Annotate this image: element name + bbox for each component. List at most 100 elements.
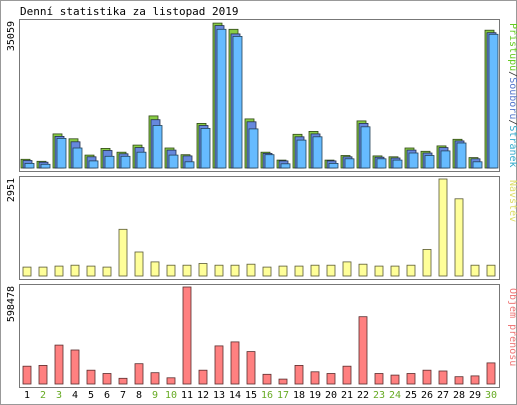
bar-3-objem-přenosu-day-25 — [406, 373, 416, 385]
day-label-4: 4 — [72, 390, 78, 401]
bar-2-návštěv-day-10 — [166, 264, 176, 277]
bar-2-návštěv-day-18 — [294, 265, 304, 277]
bar-1-stránek-day-22 — [360, 126, 371, 169]
bar-3-objem-přenosu-day-5 — [86, 369, 96, 385]
day-label-28: 28 — [453, 390, 465, 401]
bar-2-návštěv-day-26 — [422, 248, 432, 277]
day-label-30: 30 — [485, 390, 497, 401]
day-label-23: 23 — [373, 390, 385, 401]
bar-1-stránek-day-23 — [376, 158, 387, 169]
y-max-label-2: 2951 — [6, 178, 17, 202]
bar-1-stránek-day-29 — [472, 161, 483, 169]
day-label-2: 2 — [40, 390, 46, 401]
bar-2-návštěv-day-15 — [246, 263, 256, 277]
day-label-20: 20 — [325, 390, 337, 401]
bar-3-objem-přenosu-day-14 — [230, 341, 240, 385]
bar-2-návštěv-day-29 — [470, 264, 480, 277]
bar-2-návštěv-day-22 — [358, 263, 368, 277]
day-label-6: 6 — [104, 390, 110, 401]
bar-1-stránek-day-27 — [440, 150, 451, 169]
day-label-18: 18 — [293, 390, 305, 401]
day-label-16: 16 — [261, 390, 273, 401]
bar-1-stránek-day-11 — [184, 161, 195, 169]
bar-1-stránek-day-15 — [248, 128, 259, 169]
day-label-29: 29 — [469, 390, 481, 401]
bar-3-objem-přenosu-day-21 — [342, 365, 352, 385]
bar-2-návštěv-day-30 — [486, 264, 496, 277]
bar-3-objem-přenosu-day-9 — [150, 372, 160, 385]
bar-2-návštěv-day-4 — [70, 264, 80, 277]
panel-frame-2 — [19, 176, 500, 280]
bar-2-návštěv-day-17 — [278, 265, 288, 277]
bar-3-objem-přenosu-day-1 — [22, 365, 32, 385]
day-label-8: 8 — [136, 390, 142, 401]
bar-1-stránek-day-1 — [24, 162, 35, 169]
bar-3-objem-přenosu-day-29 — [470, 375, 480, 385]
bar-3-objem-přenosu-day-26 — [422, 369, 432, 385]
bar-3-objem-přenosu-day-20 — [326, 373, 336, 385]
bar-3-objem-přenosu-day-28 — [454, 376, 464, 385]
bar-3-objem-přenosu-day-30 — [486, 362, 496, 385]
bar-1-stránek-day-6 — [104, 155, 115, 169]
bar-1-stránek-day-12 — [200, 127, 211, 169]
bar-3-objem-přenosu-day-8 — [134, 363, 144, 385]
bar-2-návštěv-day-28 — [454, 198, 464, 277]
day-label-9: 9 — [152, 390, 158, 401]
series-label-part: Souborů — [507, 77, 517, 119]
bar-2-návštěv-day-6 — [102, 266, 112, 277]
bar-3-objem-přenosu-day-4 — [70, 349, 80, 385]
bar-3-objem-přenosu-day-22 — [358, 316, 368, 385]
bar-1-stránek-day-9 — [152, 125, 163, 169]
y-max-label-1: 35059 — [6, 21, 17, 51]
day-label-11: 11 — [181, 390, 193, 401]
day-label-10: 10 — [165, 390, 177, 401]
day-label-7: 7 — [120, 390, 126, 401]
bar-1-stránek-day-28 — [456, 142, 467, 169]
series-label-part: / — [507, 119, 517, 125]
day-label-3: 3 — [56, 390, 62, 401]
day-label-21: 21 — [341, 390, 353, 401]
bar-1-stránek-day-16 — [264, 154, 275, 169]
day-label-5: 5 — [88, 390, 94, 401]
bar-1-stránek-day-21 — [344, 158, 355, 169]
bar-2-návštěv-day-19 — [310, 264, 320, 277]
series-label-1: Přístupů/Souborů/Stránek — [507, 23, 517, 168]
bar-3-objem-přenosu-day-7 — [118, 377, 128, 385]
bar-3-objem-přenosu-day-18 — [294, 364, 304, 385]
bar-1-stránek-day-5 — [88, 160, 99, 169]
day-label-1: 1 — [24, 390, 30, 401]
bar-3-objem-přenosu-day-19 — [310, 371, 320, 385]
series-label-part: Stránek — [507, 125, 517, 167]
bar-1-stránek-day-14 — [232, 36, 243, 169]
panel-frame-3 — [19, 284, 500, 388]
panel-frame-1 — [19, 19, 500, 172]
bar-3-objem-přenosu-day-12 — [198, 369, 208, 385]
bar-2-návštěv-day-14 — [230, 264, 240, 277]
bar-2-návštěv-day-3 — [54, 265, 64, 277]
series-label-part: Přístupů — [507, 23, 517, 71]
day-label-25: 25 — [405, 390, 417, 401]
bar-3-objem-přenosu-day-3 — [54, 344, 64, 385]
day-label-17: 17 — [277, 390, 289, 401]
bar-1-stránek-day-7 — [120, 155, 131, 169]
bar-1-stránek-day-4 — [72, 147, 83, 169]
bar-3-objem-přenosu-day-10 — [166, 377, 176, 385]
y-max-label-3: 598478 — [6, 286, 17, 322]
bar-1-stránek-day-24 — [392, 159, 403, 169]
bar-2-návštěv-day-2 — [38, 266, 48, 277]
bar-2-návštěv-day-11 — [182, 264, 192, 277]
bar-2-návštěv-day-23 — [374, 265, 384, 277]
bar-1-stránek-day-10 — [168, 154, 179, 169]
bar-3-objem-přenosu-day-17 — [278, 378, 288, 385]
bar-1-stránek-day-19 — [312, 136, 323, 169]
bar-2-návštěv-day-8 — [134, 251, 144, 277]
bar-3-objem-přenosu-day-2 — [38, 364, 48, 385]
bar-3-objem-přenosu-day-11 — [182, 286, 192, 385]
series-label-part: / — [507, 71, 517, 77]
bar-2-návštěv-day-12 — [198, 263, 208, 277]
bar-1-stránek-day-17 — [280, 163, 291, 169]
bar-3-objem-přenosu-day-24 — [390, 374, 400, 385]
day-label-27: 27 — [437, 390, 449, 401]
day-label-24: 24 — [389, 390, 401, 401]
